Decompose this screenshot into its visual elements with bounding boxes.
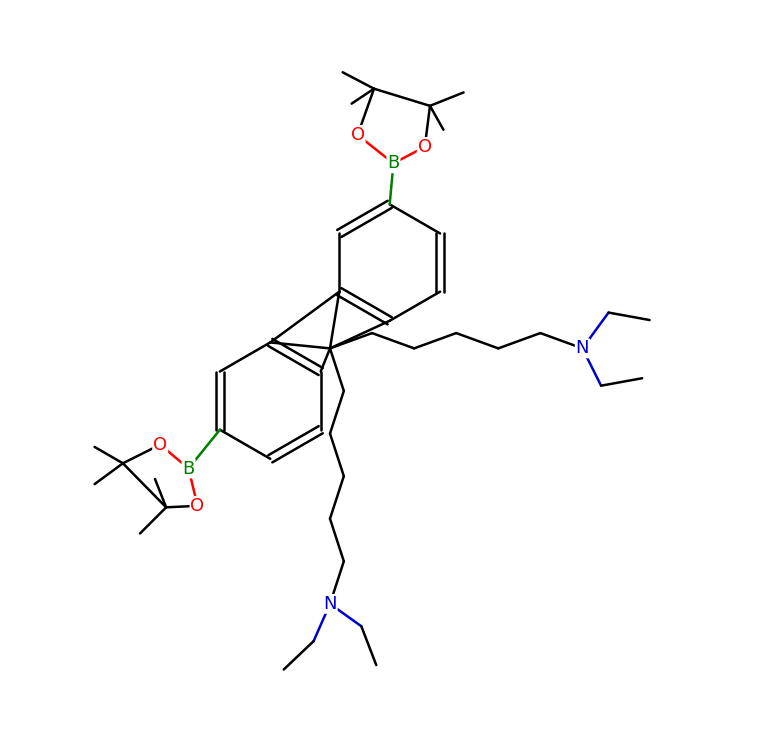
Text: B: B <box>182 460 195 478</box>
Text: B: B <box>388 154 400 172</box>
Text: O: O <box>153 436 167 454</box>
Text: N: N <box>323 595 337 613</box>
Text: O: O <box>191 497 204 515</box>
Text: O: O <box>350 126 365 144</box>
Text: O: O <box>418 138 431 156</box>
Text: N: N <box>575 339 589 357</box>
